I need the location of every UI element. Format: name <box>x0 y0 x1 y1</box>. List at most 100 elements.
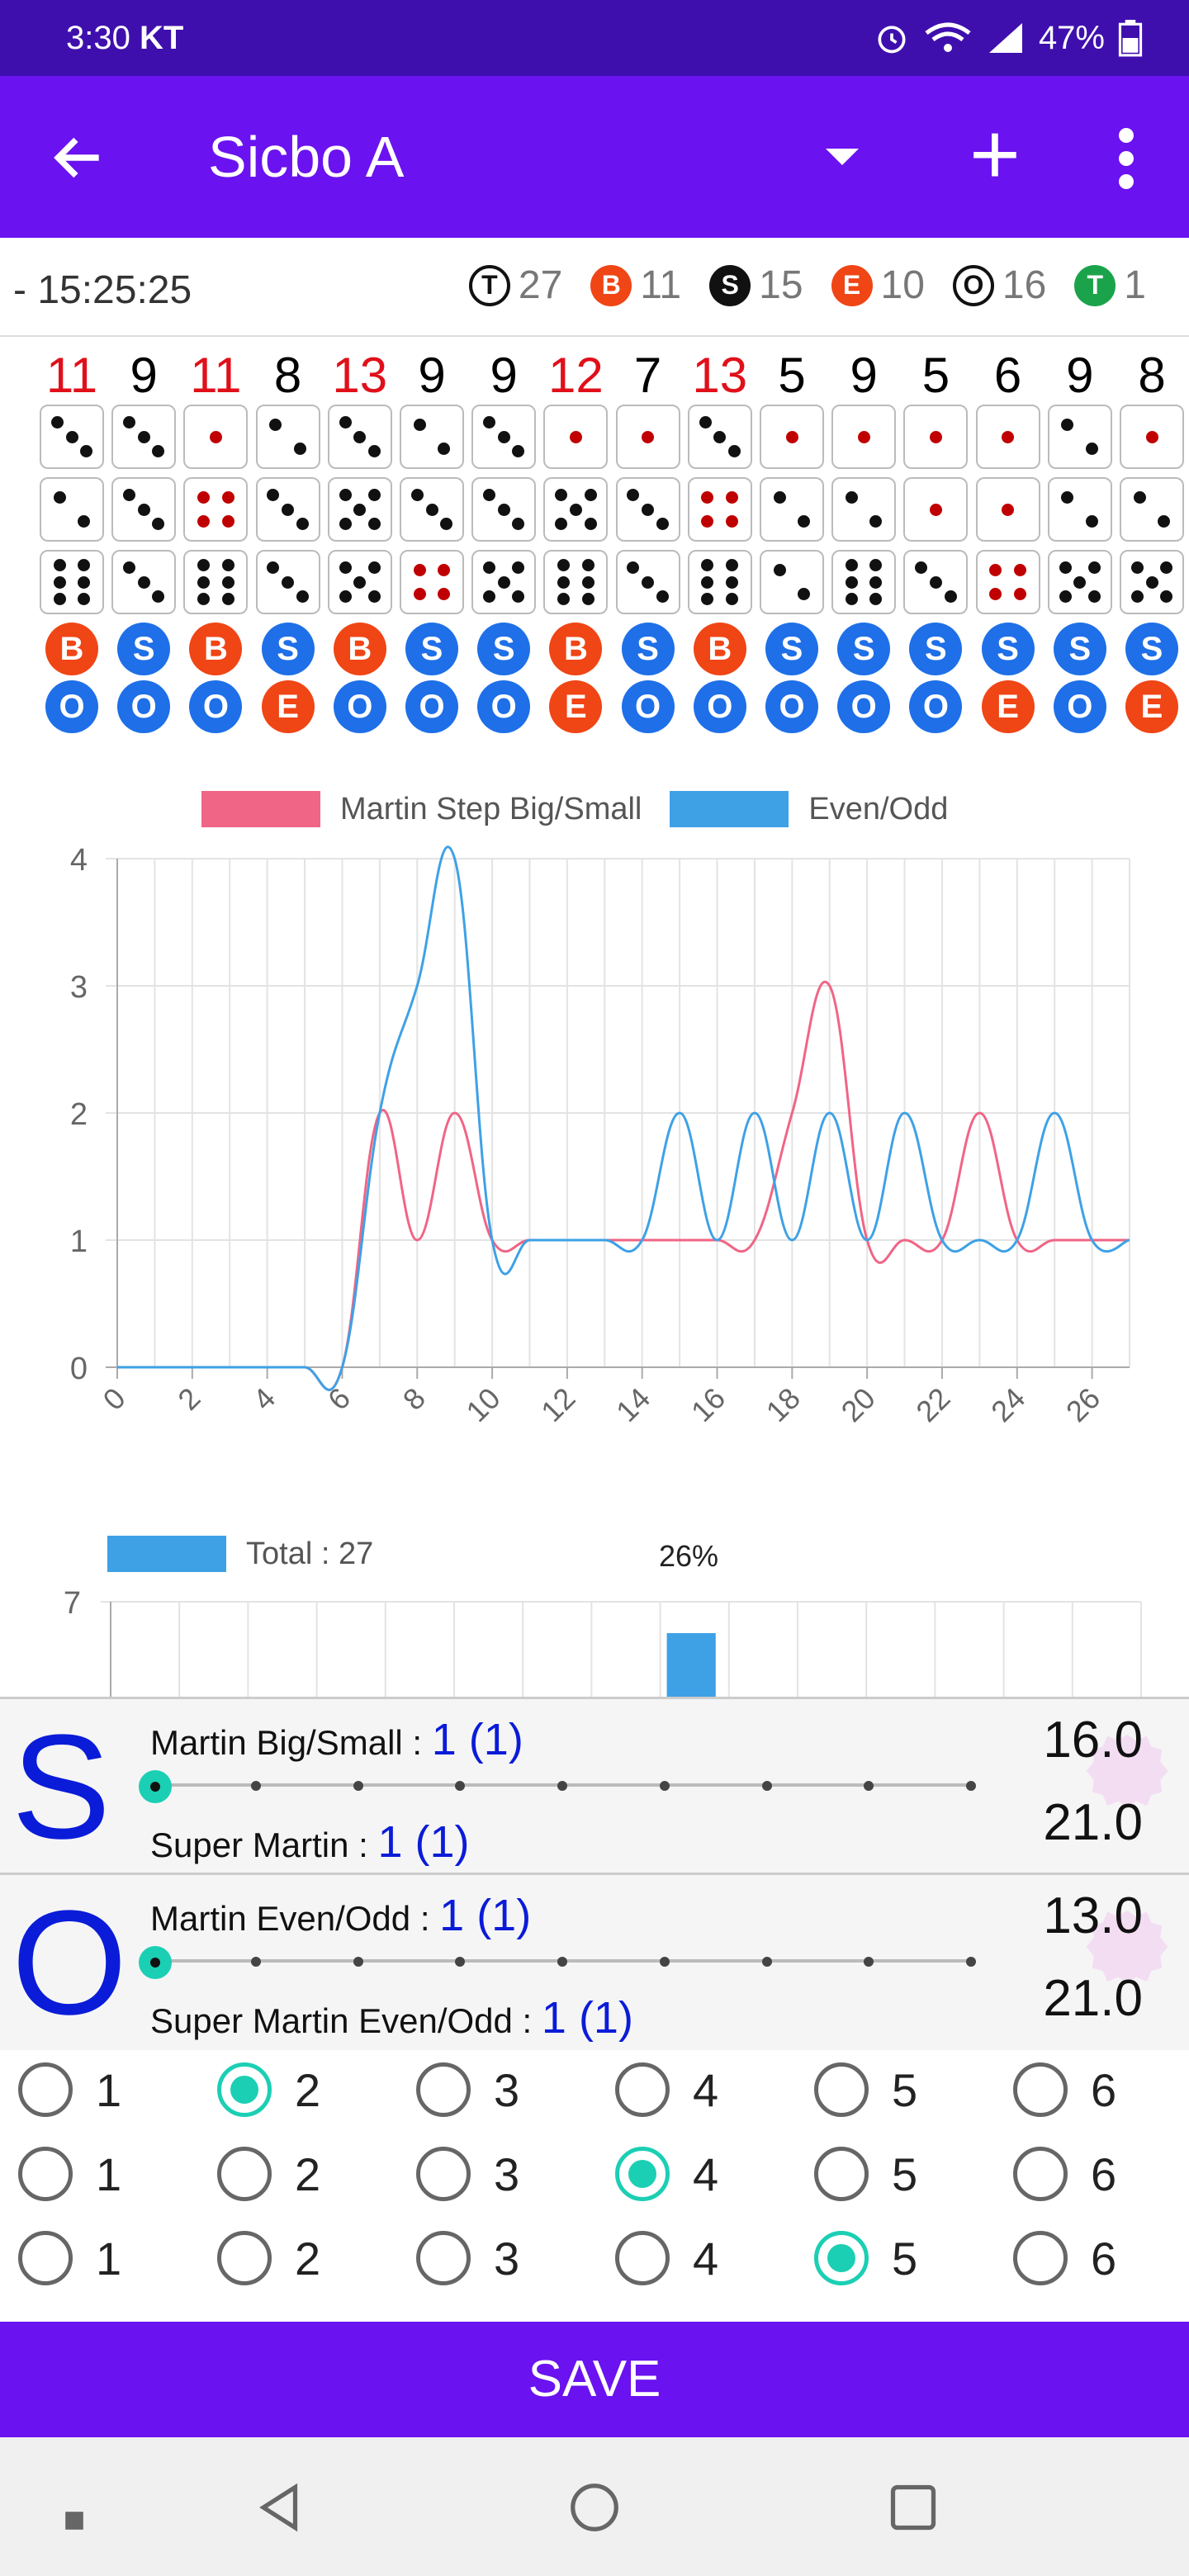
die-face <box>327 405 392 469</box>
radio-button[interactable] <box>18 2231 73 2285</box>
radio-button[interactable] <box>217 2231 272 2285</box>
die-face <box>1047 550 1112 614</box>
radio-button[interactable] <box>814 2062 869 2117</box>
super-martin-label: Super Martin : 1 (1) <box>150 1817 470 1867</box>
die-face <box>111 405 177 469</box>
radio-option[interactable]: 5 <box>814 2062 917 2117</box>
die-face <box>471 550 537 614</box>
radio-button[interactable] <box>217 2147 272 2201</box>
overview-square-icon[interactable] <box>880 2479 946 2536</box>
x-tick-label: 24 <box>984 1381 1031 1428</box>
roll-column[interactable]: 12 B E <box>542 347 609 738</box>
x-tick-label: 12 <box>534 1381 581 1428</box>
martin-big-small-label: Martin Big/Small : 1 (1) <box>150 1715 523 1764</box>
roll-column[interactable]: 13 B O <box>686 347 754 738</box>
radio-option[interactable]: 4 <box>615 2147 718 2201</box>
martin-big-small-slider[interactable] <box>139 1770 976 1803</box>
radio-option[interactable]: 2 <box>217 2147 320 2201</box>
dropdown-arrow-icon[interactable] <box>817 140 867 173</box>
roll-total: 9 <box>1066 348 1094 403</box>
slider-thumb[interactable] <box>139 1946 172 1979</box>
die-face <box>903 405 969 469</box>
die-face <box>760 405 824 469</box>
back-triangle-icon[interactable] <box>248 2479 314 2536</box>
even-odd-result: O <box>405 680 458 733</box>
legend-swatch-big-small <box>201 791 320 827</box>
radio-option[interactable]: 5 <box>814 2147 917 2201</box>
die-face <box>760 550 824 614</box>
slider-thumb[interactable] <box>139 1770 172 1803</box>
die-face <box>543 477 609 542</box>
recents-dot-icon[interactable] <box>59 2492 89 2550</box>
alarm-icon <box>878 26 906 54</box>
even-odd-result: O <box>189 680 243 733</box>
radio-button[interactable] <box>217 2062 272 2117</box>
radio-button[interactable] <box>1013 2062 1068 2117</box>
results-grid[interactable]: 11 B O 9 S O 11 B O 8 S E 13 B O 9 S O 9 S O 12 B E 7 S O 13 B O 5 S O 9 S… <box>0 337 1189 758</box>
radio-button[interactable] <box>1013 2147 1068 2201</box>
radio-label: 1 <box>96 2147 122 2200</box>
radio-button[interactable] <box>814 2231 869 2285</box>
x-tick-label: 14 <box>609 1381 656 1428</box>
radio-button[interactable] <box>1013 2231 1068 2285</box>
radio-option[interactable]: 6 <box>1013 2231 1116 2285</box>
radio-option[interactable]: 4 <box>615 2062 718 2117</box>
radio-option[interactable]: 2 <box>217 2231 320 2285</box>
back-arrow-icon[interactable] <box>48 127 109 188</box>
radio-option[interactable]: 1 <box>18 2062 121 2117</box>
die-face <box>471 405 537 469</box>
radio-option[interactable]: 4 <box>615 2231 718 2285</box>
roll-column[interactable]: 13 B O <box>326 347 394 738</box>
x-tick-label: 18 <box>760 1381 807 1428</box>
save-button[interactable]: SAVE <box>0 2322 1189 2437</box>
more-vert-icon[interactable] <box>1106 125 1146 192</box>
radio-button[interactable] <box>814 2147 869 2201</box>
radio-option[interactable]: 2 <box>217 2062 320 2117</box>
big-small-result: S <box>909 623 963 675</box>
count-badge-letter: T <box>468 264 510 306</box>
radio-button[interactable] <box>615 2147 670 2201</box>
bar <box>666 1633 716 1697</box>
radio-button[interactable] <box>18 2147 73 2201</box>
x-tick-label: 16 <box>685 1381 732 1428</box>
radio-button[interactable] <box>416 2147 471 2201</box>
radio-option[interactable]: 3 <box>416 2231 519 2285</box>
y-tick-label: 1 <box>70 1224 88 1259</box>
martin-even-odd-slider[interactable] <box>139 1946 976 1979</box>
big-small-result: S <box>405 623 458 675</box>
gear-icon[interactable] <box>1082 1893 1172 2034</box>
gear-icon[interactable] <box>1082 1717 1172 1858</box>
radio-option[interactable]: 3 <box>416 2147 519 2201</box>
home-circle-icon[interactable] <box>561 2479 628 2536</box>
die-face <box>831 477 897 542</box>
roll-column[interactable]: 11 B O <box>38 347 106 738</box>
radio-button[interactable] <box>615 2231 670 2285</box>
x-tick-label: 8 <box>396 1381 432 1417</box>
radio-option[interactable]: 6 <box>1013 2147 1116 2201</box>
add-icon[interactable]: + <box>969 106 1021 203</box>
radio-button[interactable] <box>615 2062 670 2117</box>
radio-button[interactable] <box>416 2231 471 2285</box>
radio-option[interactable]: 1 <box>18 2231 121 2285</box>
radio-option[interactable]: 3 <box>416 2062 519 2117</box>
x-tick-label: 2 <box>171 1381 206 1417</box>
count-badge-value: 27 <box>518 263 563 307</box>
radio-button[interactable] <box>416 2062 471 2117</box>
radio-option[interactable]: 6 <box>1013 2062 1116 2117</box>
radio-option[interactable]: 5 <box>814 2231 917 2285</box>
radio-button[interactable] <box>18 2062 73 2117</box>
radio-option[interactable]: 1 <box>18 2147 121 2201</box>
roll-column[interactable]: 11 B O <box>182 347 249 738</box>
count-badge: O 16 <box>952 263 1046 308</box>
